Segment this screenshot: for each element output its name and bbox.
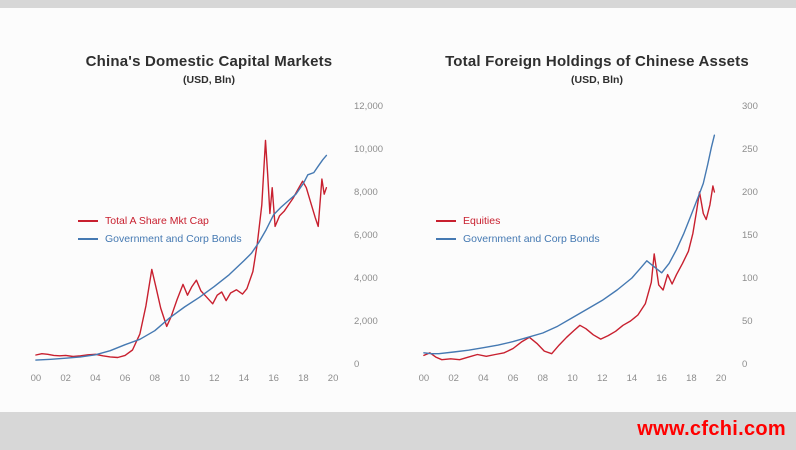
svg-text:18: 18 — [686, 373, 697, 384]
svg-text:04: 04 — [90, 373, 101, 384]
svg-text:06: 06 — [508, 373, 519, 384]
svg-text:2,000: 2,000 — [354, 316, 378, 327]
red-line-swatch-icon — [78, 220, 98, 222]
svg-text:250: 250 — [742, 144, 758, 155]
svg-text:0: 0 — [354, 359, 359, 370]
legend-label: Total A Share Mkt Cap — [105, 215, 209, 227]
svg-text:14: 14 — [627, 373, 638, 384]
svg-text:4,000: 4,000 — [354, 273, 378, 284]
svg-text:150: 150 — [742, 230, 758, 241]
legend-item-equities: Equities — [436, 212, 600, 230]
legend-label: Government and Corp Bonds — [105, 233, 242, 245]
chart-title: China's Domestic Capital Markets — [85, 53, 333, 70]
legend-item-govt-corp-bonds: Government and Corp Bonds — [436, 230, 600, 248]
svg-text:14: 14 — [239, 373, 250, 384]
svg-text:08: 08 — [538, 373, 549, 384]
chart-title: Total Foreign Holdings of Chinese Assets — [445, 53, 749, 70]
svg-text:10: 10 — [179, 373, 190, 384]
svg-text:08: 08 — [150, 373, 161, 384]
svg-text:02: 02 — [60, 373, 71, 384]
line-chart-canvas: 0 50 100 150 200 250 300 00 02 04 06 08 10 12 14 16 18 20 — [419, 101, 758, 384]
svg-text:8,000: 8,000 — [354, 187, 378, 198]
svg-text:100: 100 — [742, 273, 758, 284]
legend-label: Equities — [463, 215, 501, 227]
chart-domestic-capital-markets: China's Domestic Capital Markets (USD, B… — [20, 52, 398, 404]
svg-text:06: 06 — [120, 373, 131, 384]
svg-text:00: 00 — [31, 373, 42, 384]
chart-foreign-holdings: Total Foreign Holdings of Chinese Assets… — [408, 52, 786, 404]
svg-text:0: 0 — [742, 359, 747, 370]
red-line-swatch-icon — [436, 220, 456, 222]
svg-text:04: 04 — [478, 373, 489, 384]
svg-text:18: 18 — [298, 373, 309, 384]
legend-item-a-share-mkt-cap: Total A Share Mkt Cap — [78, 212, 242, 230]
svg-text:12: 12 — [209, 373, 220, 384]
legend: Equities Government and Corp Bonds — [436, 212, 600, 248]
svg-text:200: 200 — [742, 187, 758, 198]
watermark-text: www.cfchi.com — [637, 418, 786, 440]
legend-item-govt-corp-bonds: Government and Corp Bonds — [78, 230, 242, 248]
svg-text:20: 20 — [328, 373, 339, 384]
svg-text:12,000: 12,000 — [354, 101, 383, 112]
svg-text:50: 50 — [742, 316, 753, 327]
svg-text:02: 02 — [448, 373, 459, 384]
svg-text:00: 00 — [419, 373, 430, 384]
legend: Total A Share Mkt Cap Government and Cor… — [78, 212, 242, 248]
svg-text:300: 300 — [742, 101, 758, 112]
svg-text:6,000: 6,000 — [354, 230, 378, 241]
blue-line-swatch-icon — [436, 238, 456, 240]
chart-subtitle: (USD, Bln) — [183, 74, 235, 86]
svg-text:10,000: 10,000 — [354, 144, 383, 155]
svg-text:12: 12 — [597, 373, 608, 384]
legend-label: Government and Corp Bonds — [463, 233, 600, 245]
svg-text:10: 10 — [567, 373, 578, 384]
blue-line-swatch-icon — [78, 238, 98, 240]
slide-background: China's Domestic Capital Markets (USD, B… — [0, 8, 796, 412]
chart-subtitle: (USD, Bln) — [571, 74, 623, 86]
svg-text:16: 16 — [656, 373, 667, 384]
line-chart-canvas: 0 2,000 4,000 6,000 8,000 10,000 12,000 00 02 04 0… — [31, 101, 383, 384]
svg-text:16: 16 — [268, 373, 279, 384]
svg-text:20: 20 — [716, 373, 727, 384]
